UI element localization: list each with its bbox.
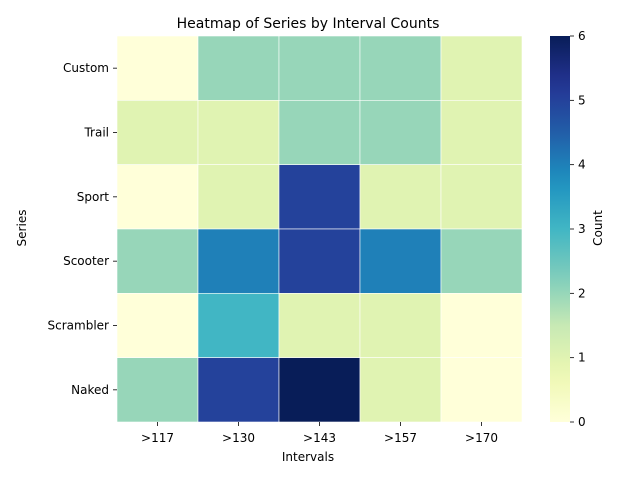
y-axis-ticks: Custom Trail Sport Scooter Scrambler Naked	[48, 61, 117, 397]
y-tick-label: Scooter	[63, 254, 109, 268]
colorbar-label: Count	[591, 210, 605, 246]
heatmap-cell	[359, 293, 442, 358]
x-tick-label: >143	[303, 431, 336, 445]
y-tick-label: Sport	[77, 190, 110, 204]
y-tick-label: Trail	[83, 126, 109, 140]
heatmap-cells	[116, 35, 523, 423]
heatmap-cell	[440, 100, 523, 165]
colorbar-tick-label: 3	[578, 222, 586, 236]
x-tick-label: >170	[465, 431, 498, 445]
heatmap-cell	[116, 228, 199, 294]
heatmap-cell	[440, 293, 523, 358]
heatmap-cell	[359, 35, 442, 101]
chart-title: Heatmap of Series by Interval Counts	[177, 16, 440, 32]
heatmap-cell	[197, 164, 280, 230]
heatmap-cell	[278, 35, 361, 101]
colorbar-tick-label: 4	[578, 158, 586, 172]
heatmap-cell	[440, 357, 523, 423]
heatmap-cell	[440, 164, 523, 230]
colorbar-tick-label: 6	[578, 29, 586, 43]
heatmap-cell	[197, 293, 280, 358]
heatmap-cell	[359, 228, 442, 294]
colorbar	[550, 36, 570, 422]
heatmap-cell	[197, 35, 280, 101]
y-tick-label: Scrambler	[48, 319, 110, 333]
heatmap-cell	[440, 35, 523, 101]
x-tick-label: >117	[141, 431, 174, 445]
heatmap-cell	[278, 357, 361, 423]
colorbar-ticks: 0 1 2 3 4 5 6	[570, 29, 586, 429]
heatmap-cell	[278, 293, 361, 358]
heatmap-cell	[116, 100, 199, 165]
y-axis-label: Series	[15, 210, 29, 247]
heatmap-cell	[197, 100, 280, 165]
colorbar-tick-label: 5	[578, 93, 586, 107]
heatmap-cell	[440, 228, 523, 294]
heatmap-cell	[197, 357, 280, 423]
y-tick-label: Custom	[63, 61, 109, 75]
heatmap-cell	[197, 228, 280, 294]
heatmap-cell	[278, 228, 361, 294]
heatmap-cell	[359, 100, 442, 165]
heatmap-cell	[116, 164, 199, 230]
heatmap-cell	[116, 293, 199, 358]
colorbar-tick-label: 2	[578, 286, 586, 300]
heatmap-cell	[359, 164, 442, 230]
colorbar-tick-label: 1	[578, 351, 586, 365]
heatmap-cell	[278, 164, 361, 230]
y-tick-label: Naked	[71, 383, 109, 397]
x-tick-label: >157	[384, 431, 417, 445]
heatmap-cell	[116, 35, 199, 101]
heatmap-cell	[359, 357, 442, 423]
x-tick-label: >130	[222, 431, 255, 445]
heatmap-cell	[116, 357, 199, 423]
x-axis-ticks: >117 >130 >143 >157 >170	[141, 422, 498, 445]
heatmap-cell	[278, 100, 361, 165]
colorbar-tick-label: 0	[578, 415, 586, 429]
x-axis-label: Intervals	[282, 450, 334, 464]
